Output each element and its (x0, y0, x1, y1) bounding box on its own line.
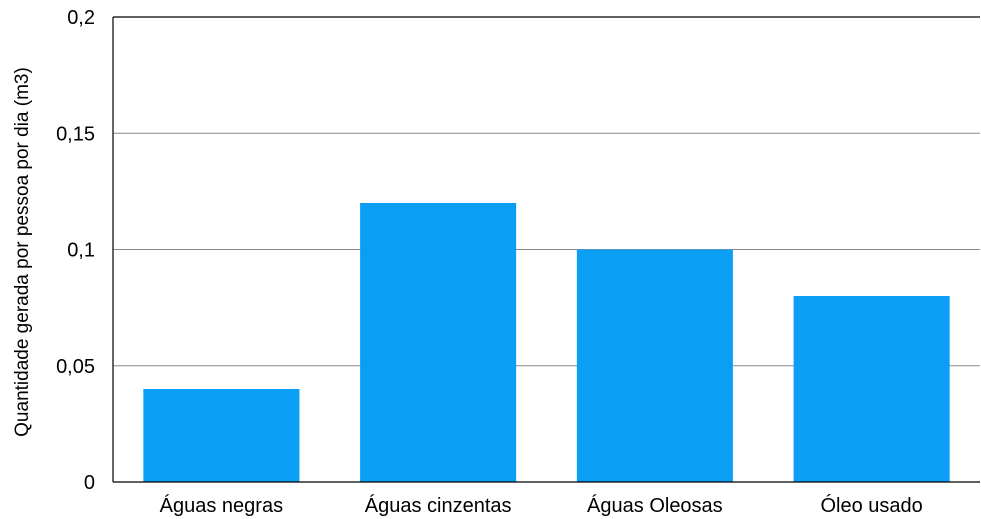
y-tick-label: 0,05 (56, 356, 95, 378)
x-category-label: Águas cinzentas (365, 494, 512, 517)
bar-3 (793, 296, 950, 482)
y-tick-label: 0 (84, 472, 95, 494)
y-axis-title: Quantidade gerada por pessoa por dia (m3… (12, 67, 33, 437)
x-category-label: Óleo usado (820, 494, 922, 517)
x-category-label: Águas negras (160, 494, 283, 517)
bar-2 (576, 249, 733, 482)
axes (112, 16, 980, 483)
x-category-labels: Águas negras Águas cinzentas Águas Oleosas… (160, 494, 923, 517)
bar-1 (360, 203, 517, 482)
y-tick-label: 0,15 (56, 123, 95, 145)
y-tick-label: 0,1 (67, 240, 95, 262)
bars (143, 203, 950, 482)
y-tick-labels: 0 0,05 0,1 0,15 0,2 (56, 7, 95, 494)
bar-0 (143, 389, 300, 482)
x-category-label: Águas Oleosas (587, 494, 723, 517)
y-tick-label: 0,2 (67, 7, 95, 29)
